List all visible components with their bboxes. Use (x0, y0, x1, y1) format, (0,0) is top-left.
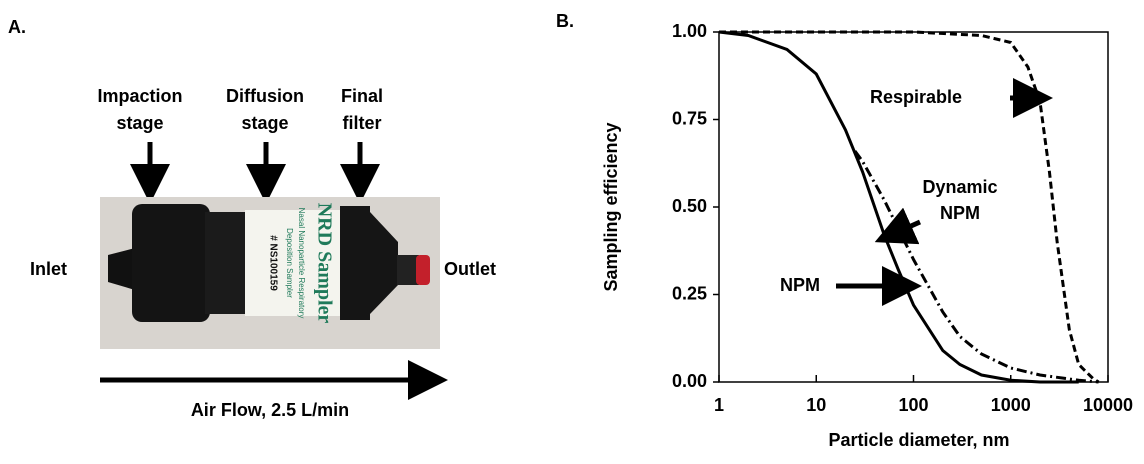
cartridge (108, 204, 430, 322)
series-line (719, 30, 1100, 384)
y-axis-title: Sampling efficiency (601, 122, 621, 291)
stage-label: stage (241, 113, 288, 133)
series-line (853, 150, 1099, 384)
y-tick-label: 0.25 (672, 283, 707, 303)
x-axis-title: Particle diameter, nm (828, 430, 1009, 450)
stage-label: filter (342, 113, 381, 133)
x-tick-label: 1000 (991, 395, 1031, 415)
x-tick-label: 10000 (1083, 395, 1133, 415)
stage-label: Diffusion (226, 86, 304, 106)
inlet-label: Inlet (30, 259, 67, 279)
annotation-arrow (874, 207, 922, 245)
y-tick-label: 0.50 (672, 196, 707, 216)
x-tick-label: 1 (714, 395, 724, 415)
cartridge-text: Nasal Nanoparticle Respiratory (297, 208, 306, 319)
outlet-label: Outlet (444, 259, 496, 279)
panel-label: B. (556, 11, 574, 31)
cartridge-text: # NS100159 (267, 235, 278, 291)
series-line (718, 30, 1079, 384)
panel-b: B. Particle diameter, nm Sampling effici… (556, 11, 1133, 450)
stage-label: stage (116, 113, 163, 133)
flow-label: Air Flow, 2.5 L/min (191, 400, 349, 420)
annotation: NPM (780, 275, 820, 295)
stage-label: Final (341, 86, 383, 106)
cartridge-label: NRD Sampler Nasal Nanoparticle Respirato… (267, 203, 335, 324)
plot-frame (718, 31, 1109, 383)
annotation: Respirable (870, 87, 962, 107)
panel-a: A. Impaction stage Diffusion stage Final… (8, 17, 496, 420)
y-tick-label: 0.00 (672, 371, 707, 391)
panel-label: A. (8, 17, 26, 37)
cartridge-text: Deposition Sampler (285, 228, 294, 298)
annotation: NPM (940, 203, 980, 223)
y-tick-label: 1.00 (672, 21, 707, 41)
x-tick-label: 10 (806, 395, 826, 415)
x-tick-label: 100 (898, 395, 928, 415)
stage-label: Impaction (97, 86, 182, 106)
annotation: Dynamic (922, 177, 997, 197)
y-tick-label: 0.75 (672, 108, 707, 128)
cartridge-text: NRD Sampler (313, 203, 335, 324)
